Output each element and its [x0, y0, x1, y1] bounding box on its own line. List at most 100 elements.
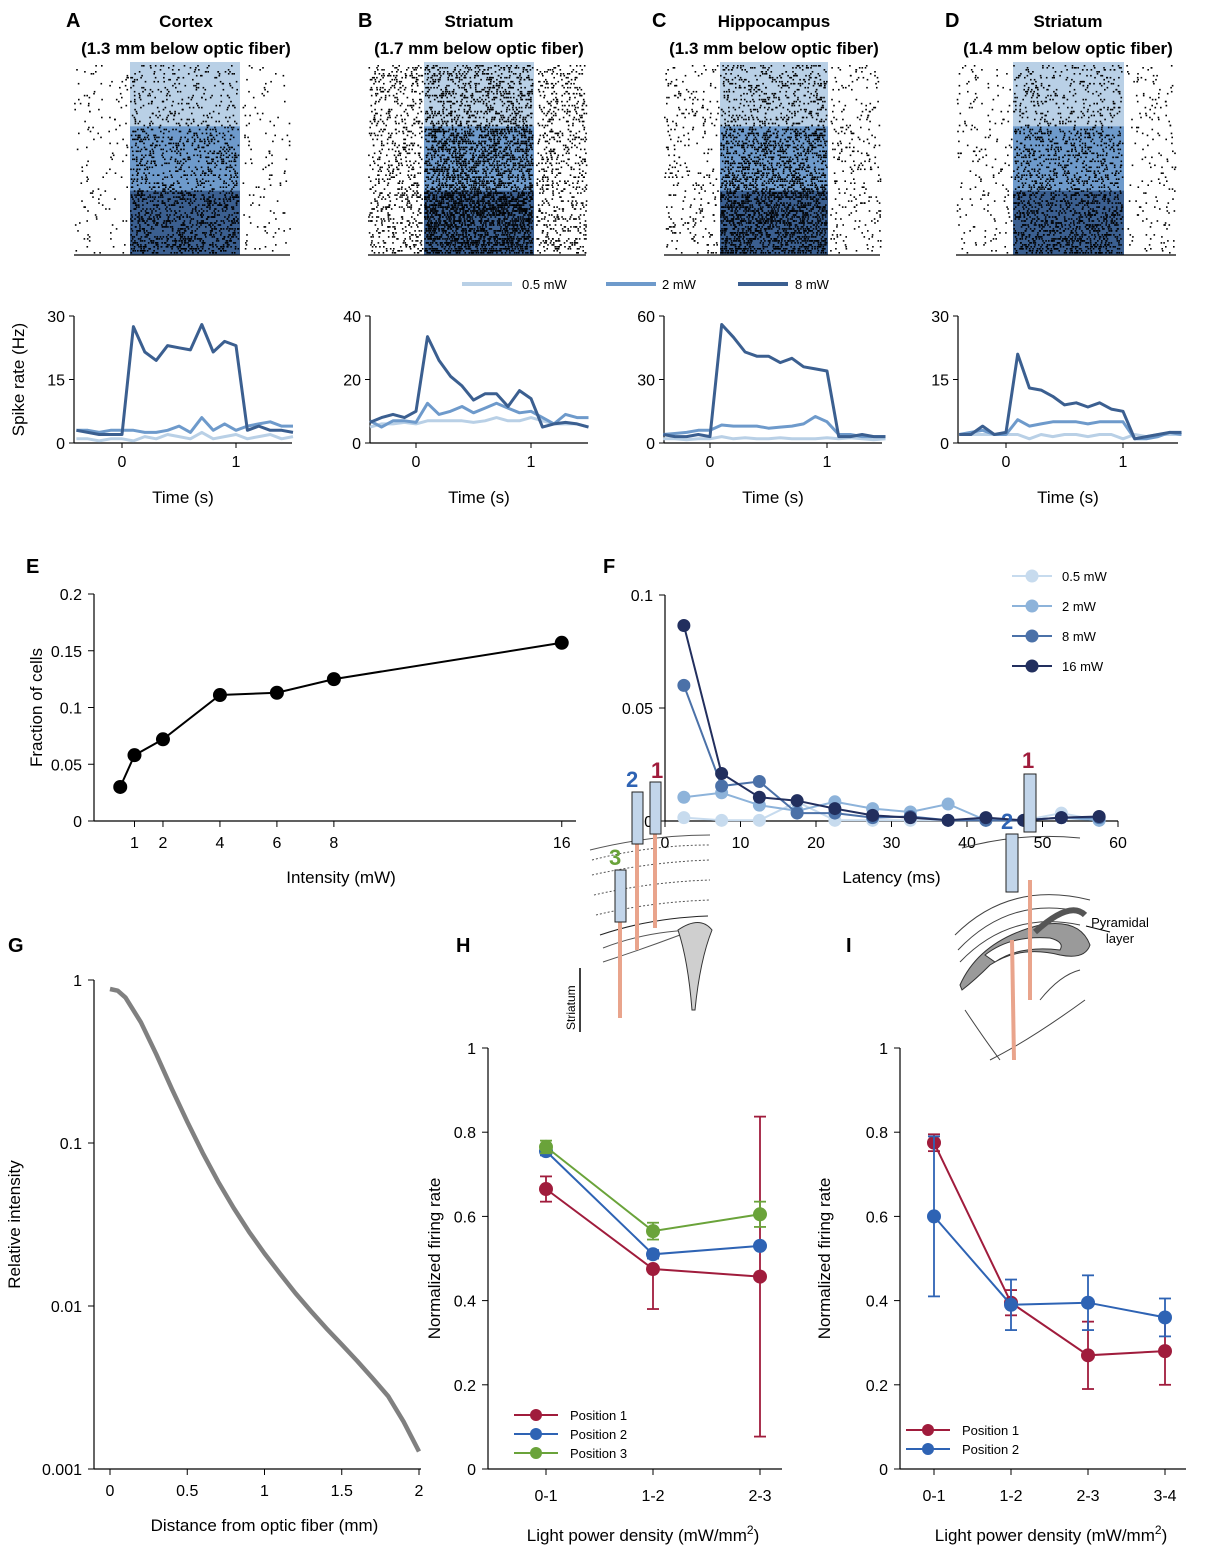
spike	[175, 128, 177, 131]
spike	[88, 240, 91, 242]
spike	[490, 78, 493, 81]
spike	[525, 156, 528, 159]
spike	[227, 166, 229, 169]
spike	[175, 142, 177, 145]
spike	[424, 168, 427, 171]
spike	[170, 174, 173, 176]
spike	[528, 136, 530, 139]
spike	[567, 92, 570, 95]
spike	[434, 78, 437, 81]
spike	[525, 152, 528, 155]
spike	[471, 146, 474, 149]
spike	[429, 106, 432, 109]
spike	[404, 146, 407, 149]
spike	[219, 224, 222, 226]
spike	[466, 96, 469, 99]
spike	[208, 224, 210, 226]
spike	[529, 136, 531, 139]
spike	[229, 82, 231, 85]
spike	[514, 186, 517, 188]
spike	[226, 200, 229, 202]
spike	[481, 136, 484, 139]
spike	[503, 162, 505, 165]
spike	[525, 146, 528, 149]
spike	[459, 120, 462, 123]
spike	[483, 112, 485, 115]
spike	[437, 160, 439, 163]
spike	[169, 226, 172, 228]
spike	[424, 73, 427, 75]
spike	[576, 186, 578, 188]
spike	[149, 144, 152, 147]
spike	[153, 192, 155, 194]
spike	[179, 196, 181, 198]
spike	[516, 158, 518, 161]
spike	[451, 140, 453, 143]
spike	[524, 164, 527, 167]
spike	[543, 112, 545, 115]
spike	[268, 150, 271, 153]
spike	[476, 110, 479, 113]
spike	[442, 128, 445, 131]
spike	[479, 96, 481, 99]
spike	[492, 106, 494, 109]
spike	[556, 73, 558, 75]
spike	[450, 100, 452, 103]
spike	[407, 114, 409, 117]
spike	[568, 114, 571, 117]
spike	[487, 92, 489, 95]
spike	[496, 88, 498, 91]
spike	[191, 188, 193, 190]
spike	[477, 144, 479, 147]
spike	[499, 186, 501, 188]
spike	[410, 104, 413, 107]
spike	[168, 220, 171, 222]
spike	[486, 78, 488, 81]
spike	[546, 156, 548, 159]
spike	[454, 82, 457, 85]
spike	[200, 250, 202, 252]
spike	[187, 238, 189, 240]
spike	[581, 73, 583, 75]
spike	[391, 132, 393, 135]
spike	[438, 182, 441, 184]
spike	[501, 118, 504, 121]
spike	[510, 126, 513, 129]
spike	[276, 200, 279, 202]
spike	[442, 178, 444, 180]
spike	[461, 190, 464, 192]
spike	[176, 232, 178, 234]
spike	[546, 100, 549, 103]
spike	[136, 204, 138, 206]
spike	[211, 188, 214, 190]
spike	[132, 84, 135, 87]
spike	[515, 118, 518, 121]
spike	[172, 84, 174, 87]
spike	[498, 128, 501, 131]
spike	[157, 192, 159, 194]
spike	[481, 152, 483, 155]
spike	[465, 96, 467, 99]
spike	[529, 184, 531, 186]
spike	[162, 184, 164, 186]
spike	[481, 184, 483, 186]
spike	[461, 92, 464, 95]
spike	[463, 160, 465, 163]
spike	[78, 132, 80, 135]
spike	[143, 232, 146, 234]
spike	[227, 226, 229, 228]
panel-a-title: Cortex	[159, 12, 213, 31]
spike	[138, 92, 140, 95]
spike	[500, 130, 503, 133]
spike	[507, 182, 509, 184]
spike	[382, 130, 384, 133]
spike	[475, 162, 478, 165]
spike	[166, 92, 169, 95]
spike	[211, 94, 213, 97]
spike	[471, 188, 474, 190]
panel-b-title: Striatum	[445, 12, 514, 31]
spike	[556, 182, 558, 184]
spike	[529, 178, 532, 180]
spike	[412, 82, 414, 85]
spike	[477, 71, 480, 73]
